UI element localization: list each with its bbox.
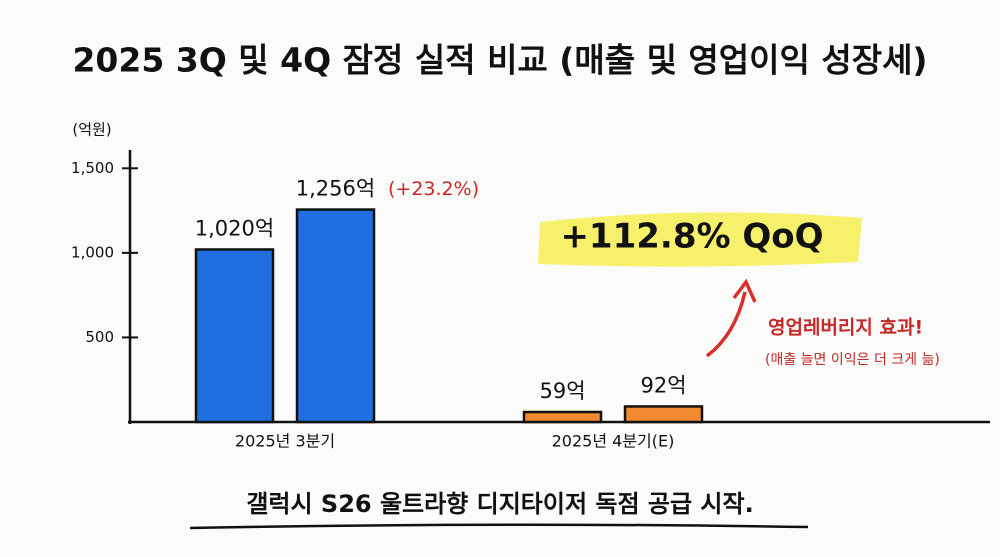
bar <box>522 410 603 424</box>
footer: 갤럭시 S26 울트라향 디지타이저 독점 공급 시작. <box>246 490 753 518</box>
arrow <box>705 291 747 358</box>
leverage: 영업레버리지 효과! <box>768 317 923 339</box>
bar <box>194 248 275 424</box>
revenue-growth: (+23.2%) <box>388 178 479 200</box>
x-tick-label: 2025년 3분기 <box>235 432 335 451</box>
value-label: 1,020억 <box>195 216 274 240</box>
x-tick-label: 2025년 4분기(E) <box>552 432 675 451</box>
value-label: 92억 <box>640 373 686 397</box>
value-label: 59억 <box>539 379 585 403</box>
y-tick-label: 500 <box>85 328 114 346</box>
bar <box>623 405 704 424</box>
value-label: 1,256억 <box>296 177 375 201</box>
leverage-note: (매출 늘면 이익은 더 크게 늚) <box>765 352 940 368</box>
footer-underline <box>189 523 809 530</box>
y-unit: (억원) <box>72 121 111 139</box>
profit-growth: +112.8% QoQ <box>560 217 823 257</box>
bar <box>295 208 376 424</box>
y-tick-label: 1,000 <box>71 243 114 261</box>
highlight <box>538 212 862 267</box>
y-tick-label: 1,500 <box>71 159 114 177</box>
arrow-head <box>732 278 757 303</box>
chart-title: 2025 3Q 및 4Q 잠정 실적 비교 (매출 및 영업이익 성장세) <box>72 41 927 80</box>
